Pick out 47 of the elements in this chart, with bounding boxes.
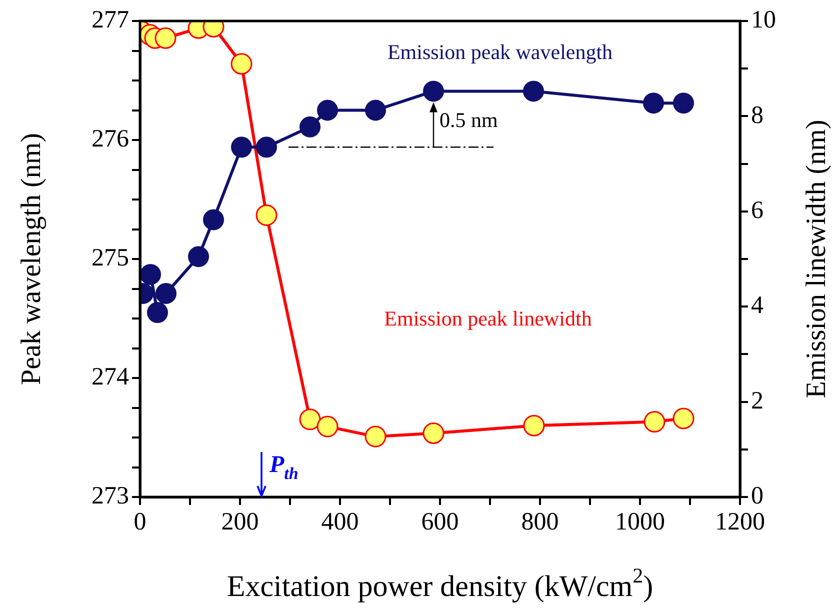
point	[317, 100, 338, 121]
point	[672, 408, 694, 430]
point	[154, 27, 176, 49]
y2-tick-label: 6	[751, 196, 764, 224]
point	[523, 414, 545, 436]
point	[423, 80, 444, 102]
point	[188, 246, 209, 268]
y2-tick-label: 8	[751, 102, 764, 129]
point	[299, 408, 321, 430]
point	[644, 411, 666, 433]
annotation: 0.5 nm	[440, 108, 498, 132]
point	[422, 422, 444, 444]
point	[316, 416, 338, 438]
point	[203, 209, 224, 230]
point	[140, 264, 161, 285]
x-tick-label: 0	[134, 508, 146, 536]
y2-axis-title: Emission linewidth (nm)	[801, 120, 832, 398]
point	[643, 92, 664, 114]
x-tick-label: 800	[521, 508, 559, 536]
point	[147, 302, 168, 324]
x-tick-label: 400	[321, 508, 359, 536]
point	[364, 426, 386, 448]
y2-tick-label: 4	[751, 292, 764, 320]
point	[231, 136, 252, 158]
y-tick-label: 274	[92, 364, 130, 391]
y-axis-title: Peak wavelength (nm)	[16, 133, 47, 385]
y2-tick-label: 2	[751, 387, 764, 414]
point	[256, 204, 278, 226]
x-tick-label: 1200	[715, 508, 765, 536]
point	[230, 53, 252, 75]
series-label: Emission peak wavelength	[387, 40, 614, 64]
y-tick-label: 276	[92, 126, 129, 153]
y2-tick-label: 10	[751, 6, 776, 34]
x-tick-label: 200	[221, 508, 259, 536]
y2-tick-label: 0	[751, 482, 764, 510]
y-tick-label: 275	[92, 244, 129, 272]
x-tick-label: 1000	[615, 508, 665, 536]
point	[673, 92, 694, 114]
point	[256, 136, 277, 158]
point	[365, 100, 386, 121]
point	[300, 116, 320, 138]
point	[523, 80, 544, 102]
text: Emission peak linewidth	[384, 306, 592, 331]
point	[156, 283, 176, 304]
y-tick-label: 273	[92, 482, 129, 510]
x-tick-label: 600	[421, 508, 459, 536]
y-tick-label: 277	[92, 6, 129, 34]
